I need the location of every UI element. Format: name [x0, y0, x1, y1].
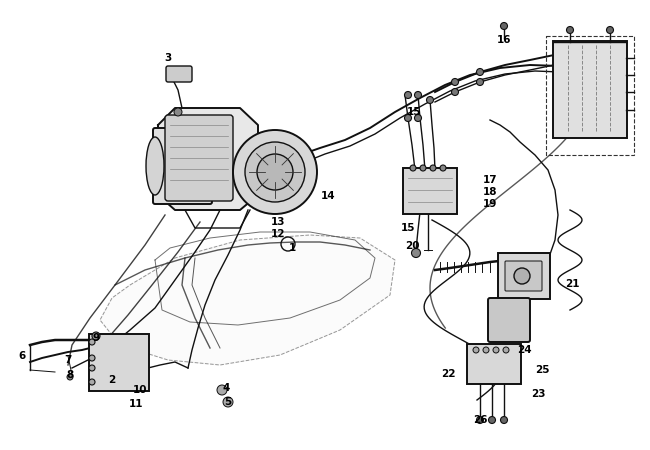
Text: 24: 24: [517, 345, 531, 355]
Circle shape: [440, 165, 446, 171]
Circle shape: [476, 417, 484, 423]
Circle shape: [476, 78, 484, 86]
Text: 22: 22: [441, 369, 455, 379]
FancyBboxPatch shape: [403, 168, 457, 214]
Circle shape: [452, 78, 458, 86]
Circle shape: [67, 374, 73, 380]
Text: 25: 25: [535, 365, 549, 375]
Circle shape: [514, 268, 530, 284]
Circle shape: [452, 89, 458, 95]
Circle shape: [223, 397, 233, 407]
Text: 3: 3: [164, 53, 172, 63]
Circle shape: [89, 339, 95, 345]
Polygon shape: [100, 235, 395, 365]
Circle shape: [404, 91, 411, 99]
Circle shape: [89, 379, 95, 385]
Circle shape: [567, 27, 573, 33]
Circle shape: [483, 347, 489, 353]
Circle shape: [257, 154, 293, 190]
Text: 13: 13: [271, 217, 285, 227]
Circle shape: [92, 332, 100, 340]
FancyBboxPatch shape: [165, 115, 233, 201]
Circle shape: [493, 347, 499, 353]
Text: 14: 14: [320, 191, 335, 201]
FancyBboxPatch shape: [89, 334, 149, 391]
Circle shape: [420, 165, 426, 171]
Circle shape: [473, 347, 479, 353]
Circle shape: [174, 108, 182, 116]
Text: 8: 8: [66, 370, 73, 380]
Text: 16: 16: [497, 35, 512, 45]
Text: 12: 12: [271, 229, 285, 239]
Circle shape: [489, 417, 495, 423]
Text: 19: 19: [483, 199, 497, 209]
Circle shape: [89, 365, 95, 371]
Circle shape: [245, 142, 305, 202]
Circle shape: [415, 114, 421, 122]
FancyBboxPatch shape: [488, 298, 530, 342]
Text: 18: 18: [483, 187, 497, 197]
Text: 6: 6: [18, 351, 25, 361]
Circle shape: [606, 27, 614, 33]
Text: 9: 9: [92, 333, 99, 343]
Circle shape: [89, 355, 95, 361]
Circle shape: [430, 165, 436, 171]
Circle shape: [500, 22, 508, 30]
Circle shape: [500, 417, 508, 423]
Text: 2: 2: [109, 375, 116, 385]
FancyBboxPatch shape: [498, 253, 550, 299]
Circle shape: [217, 385, 227, 395]
Circle shape: [233, 130, 317, 214]
Ellipse shape: [146, 137, 164, 195]
FancyBboxPatch shape: [505, 261, 542, 291]
Text: 20: 20: [405, 241, 419, 251]
Text: 5: 5: [224, 397, 231, 407]
Text: 10: 10: [133, 385, 148, 395]
Text: 1: 1: [289, 243, 296, 253]
Circle shape: [476, 68, 484, 76]
Circle shape: [404, 114, 411, 122]
FancyBboxPatch shape: [166, 66, 192, 82]
Circle shape: [426, 96, 434, 104]
FancyBboxPatch shape: [467, 344, 521, 384]
Circle shape: [411, 248, 421, 257]
Text: 23: 23: [531, 389, 545, 399]
Circle shape: [410, 165, 416, 171]
Text: 21: 21: [565, 279, 579, 289]
Circle shape: [503, 347, 509, 353]
Text: 15: 15: [401, 223, 415, 233]
FancyBboxPatch shape: [153, 128, 212, 204]
Text: 17: 17: [483, 175, 497, 185]
Text: 11: 11: [129, 399, 143, 409]
Circle shape: [415, 91, 421, 99]
Polygon shape: [158, 108, 258, 210]
Text: 15: 15: [407, 107, 421, 117]
Text: 4: 4: [222, 383, 229, 393]
FancyBboxPatch shape: [553, 41, 627, 138]
Text: 26: 26: [473, 415, 488, 425]
Text: 7: 7: [64, 355, 72, 365]
